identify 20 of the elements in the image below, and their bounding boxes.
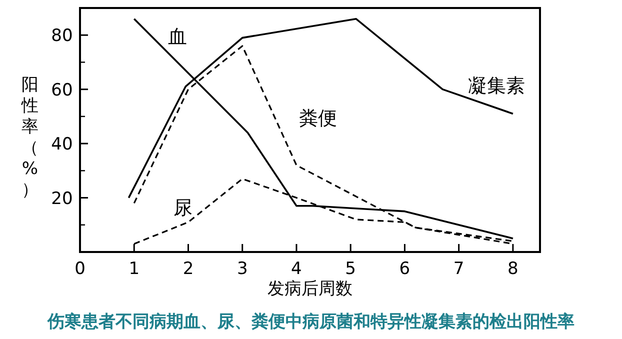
x-tick-label: 5 — [345, 259, 356, 279]
x-tick-label: 8 — [508, 259, 518, 279]
series-label: 凝集素 — [468, 75, 526, 98]
y-tick-label: 60 — [51, 80, 73, 100]
series-label: 尿 — [173, 197, 192, 220]
ylabel: 阳性率（%） — [22, 75, 38, 200]
title: 伤寒患者不同病期血、尿、粪便中病原菌和特异性凝集素的检出阳性率 — [48, 312, 574, 332]
xlabel: 发病后周数 — [268, 279, 352, 299]
x-tick-label: 3 — [236, 259, 248, 279]
series-label: 粪便 — [299, 108, 338, 130]
x-tick-label: 2 — [182, 259, 194, 279]
x-tick-label: 6 — [399, 259, 410, 279]
x-tick-label: 7 — [453, 259, 464, 279]
y-tick-label: 40 — [51, 134, 73, 155]
y-tick-label: 20 — [51, 188, 73, 209]
x-tick-label: 1 — [128, 259, 140, 279]
series-label: 血 — [168, 26, 187, 48]
y-tick-label: 80 — [51, 26, 73, 46]
x-tick-label: 4 — [291, 259, 302, 279]
x-tick-label: 0 — [74, 259, 86, 279]
